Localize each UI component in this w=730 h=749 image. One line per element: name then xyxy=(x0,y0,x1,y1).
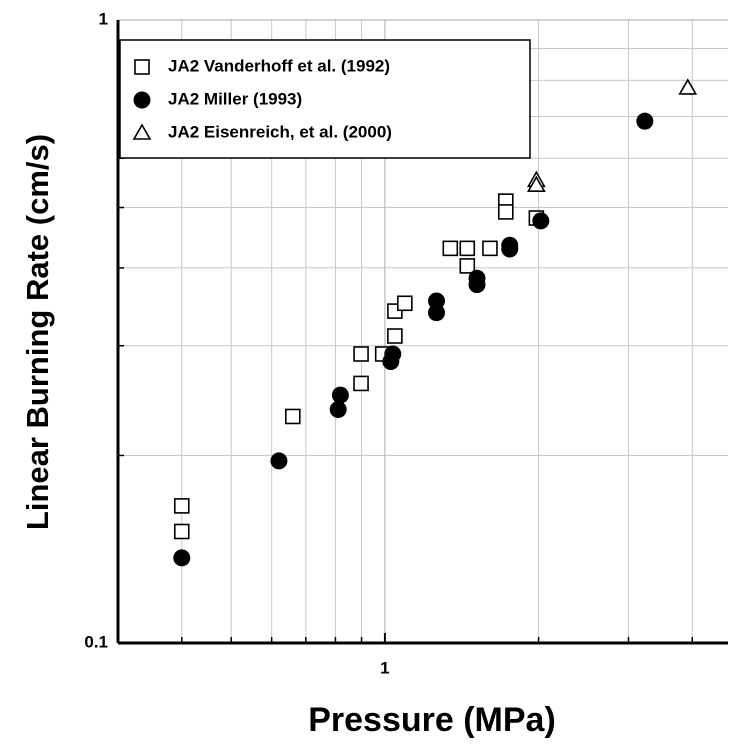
legend-label: JA2 Miller (1993) xyxy=(168,89,302,108)
circle-marker xyxy=(428,292,446,310)
x-axis-label: Pressure (MPa) xyxy=(308,701,556,739)
circle-marker xyxy=(532,212,550,230)
square-marker xyxy=(353,375,369,392)
square-marker xyxy=(397,295,413,312)
legend-marker xyxy=(134,59,150,75)
square-marker xyxy=(173,523,190,540)
legend-label: JA2 Eisenreich, et al. (2000) xyxy=(168,122,392,141)
y-axis-label: Linear Burning Rate (cm/s) xyxy=(20,134,55,530)
square-marker xyxy=(482,240,498,257)
square-marker xyxy=(497,204,514,220)
circle-marker xyxy=(270,452,288,470)
circle-marker xyxy=(329,401,347,419)
square-marker xyxy=(387,328,403,344)
circle-marker xyxy=(384,345,402,363)
legend-label: JA2 Vanderhoff et al. (1992) xyxy=(168,56,390,75)
x-tick-label: 1 xyxy=(380,658,389,677)
y-tick-label: 0.1 xyxy=(84,632,108,651)
triangle-marker xyxy=(526,175,546,193)
square-marker xyxy=(173,498,190,514)
square-marker xyxy=(353,346,369,362)
circle-marker xyxy=(501,236,519,254)
circle-marker xyxy=(428,304,446,322)
circle-marker xyxy=(468,269,486,287)
legend-box xyxy=(119,39,531,159)
square-marker xyxy=(284,408,301,425)
legend-marker xyxy=(132,123,152,140)
square-marker xyxy=(459,258,476,274)
square-marker xyxy=(459,240,476,257)
circle-marker xyxy=(331,386,349,404)
circle-marker xyxy=(636,112,654,130)
circle-marker xyxy=(173,549,191,567)
y-tick-label: 1 xyxy=(99,9,108,28)
legend-marker xyxy=(133,91,151,109)
square-marker xyxy=(442,240,459,257)
triangle-marker xyxy=(678,78,698,95)
